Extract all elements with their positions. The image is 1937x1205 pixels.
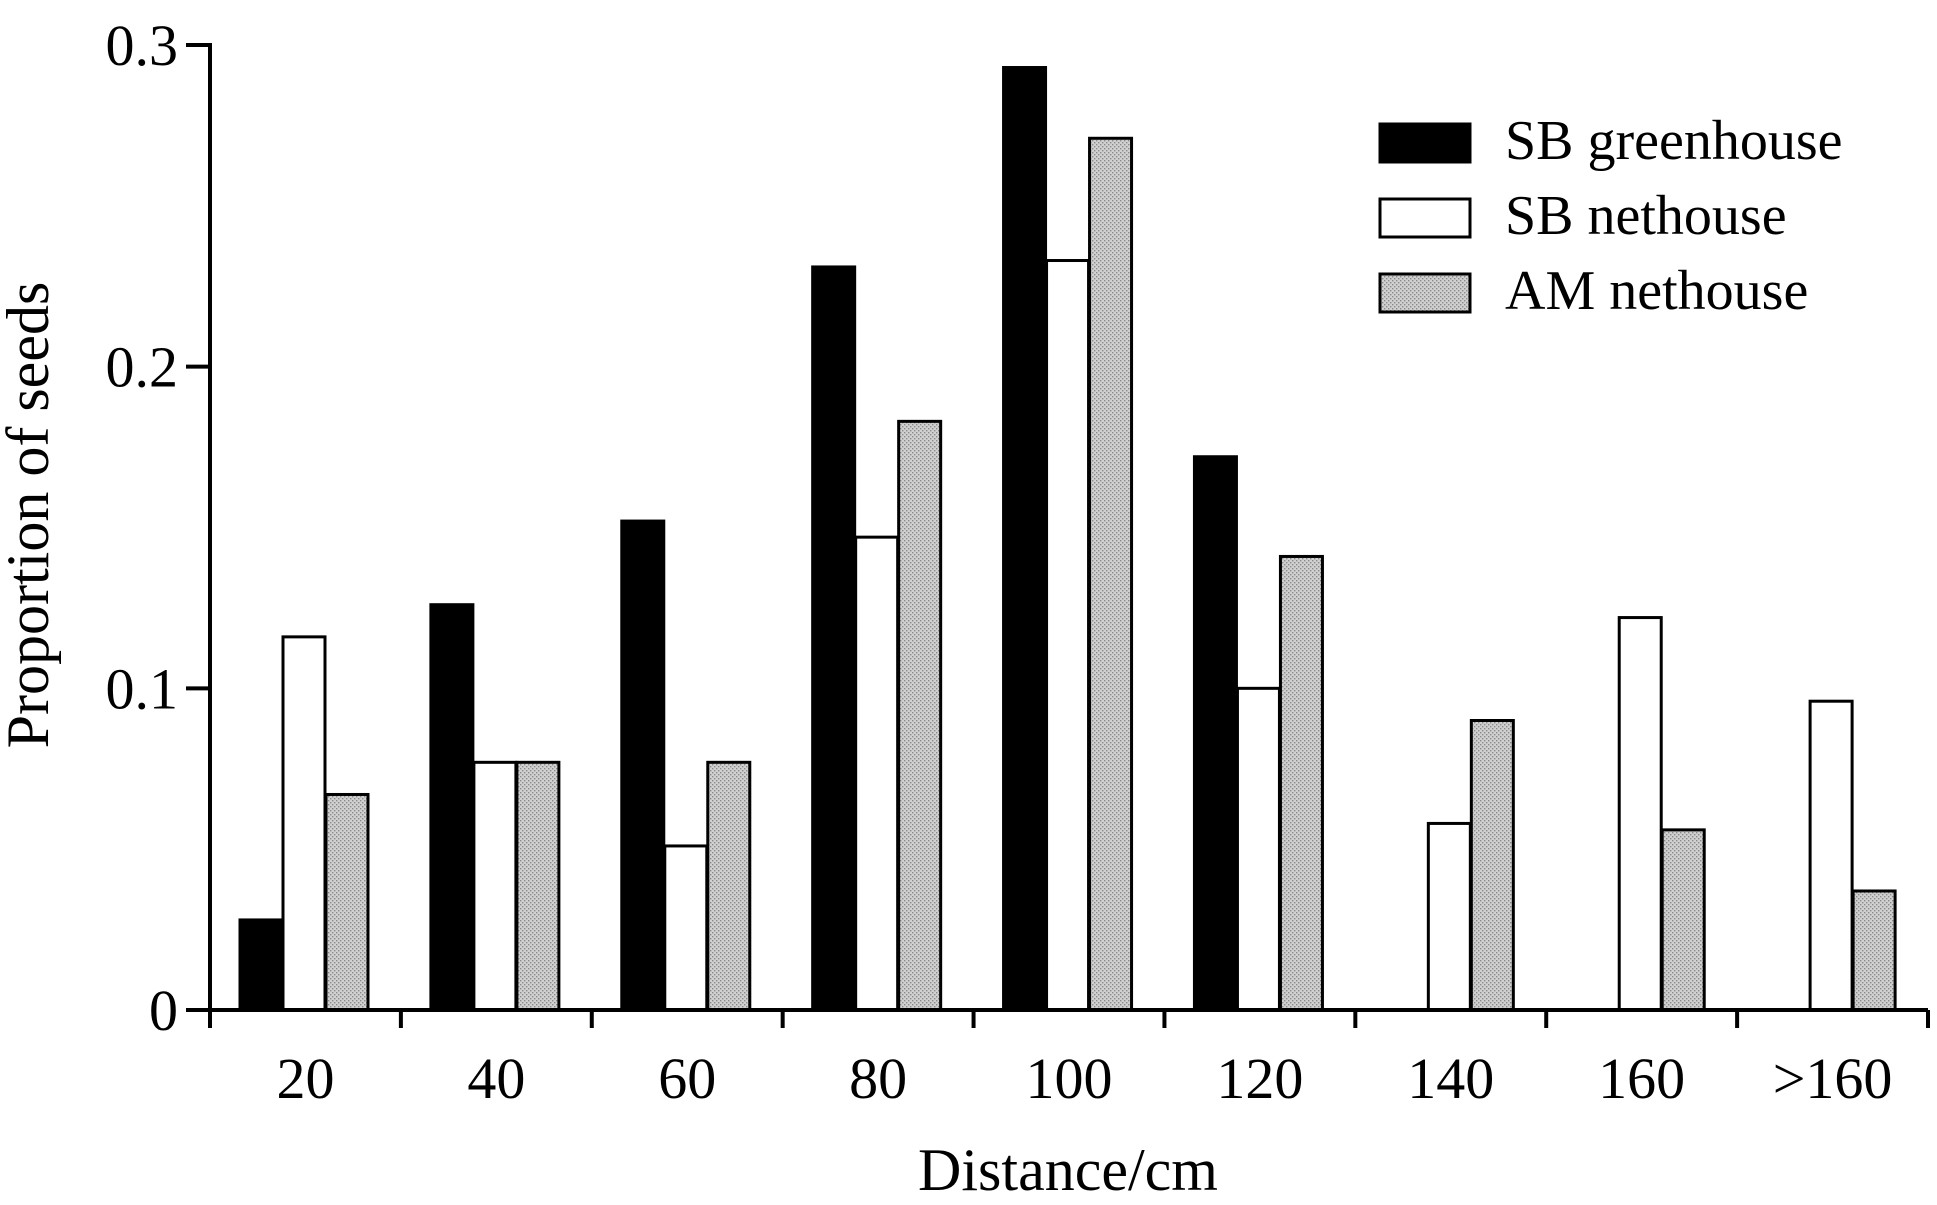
bar-am-nethouse-6	[1278, 554, 1324, 1012]
bar-sb-nethouse-8	[1617, 616, 1663, 1012]
legend-label: SB nethouse	[1505, 185, 1787, 247]
bar-sb-nethouse-3	[663, 844, 709, 1012]
x-tick-label: 40	[467, 1046, 525, 1111]
bar-sb-nethouse-4	[854, 535, 900, 1012]
y-tick-label: 0.3	[106, 13, 179, 78]
y-tick-label: 0.2	[106, 335, 179, 400]
bar-sb-nethouse-2	[472, 760, 518, 1012]
x-tick-label: 140	[1407, 1046, 1494, 1111]
y-tick-label: 0.1	[106, 656, 179, 721]
legend-swatch-sb-nethouse	[1378, 197, 1472, 239]
bars-group	[238, 66, 1897, 1012]
legend-label: AM nethouse	[1505, 260, 1808, 322]
bar-am-nethouse-7	[1469, 719, 1515, 1012]
axes-group: 0 0.1 0.2 0.3 20 40 60 80 100 120 140 160 >160	[106, 13, 1930, 1111]
bar-sb-nethouse-6	[1235, 686, 1281, 1012]
x-tick-label: 20	[276, 1046, 334, 1111]
legend-swatch-sb-greenhouse	[1378, 122, 1472, 164]
bar-sb-greenhouse-5	[1002, 66, 1048, 1012]
legend-label: SB greenhouse	[1505, 110, 1843, 172]
x-tick-label: 100	[1026, 1046, 1113, 1111]
x-tick-label: >160	[1773, 1046, 1893, 1111]
bar-am-nethouse-3	[706, 760, 752, 1012]
x-axis-title: Distance/cm	[918, 1137, 1218, 1203]
bar-sb-nethouse-5	[1045, 259, 1091, 1012]
bar-am-nethouse-4	[897, 419, 943, 1012]
x-tick-label: 60	[658, 1046, 716, 1111]
bar-sb-greenhouse-6	[1192, 455, 1238, 1012]
bar-sb-nethouse-1	[281, 635, 327, 1012]
bar-am-nethouse-1	[324, 792, 370, 1012]
y-axis-title: Proportion of seeds	[0, 282, 61, 749]
bar-sb-greenhouse-1	[238, 918, 284, 1012]
bar-sb-greenhouse-3	[620, 519, 666, 1012]
bar-sb-greenhouse-2	[429, 603, 475, 1012]
x-tick-label: 120	[1216, 1046, 1303, 1111]
bar-sb-nethouse-9	[1808, 699, 1854, 1012]
bar-am-nethouse-8	[1660, 828, 1706, 1012]
legend-swatch-am-nethouse	[1378, 272, 1472, 314]
bar-sb-greenhouse-4	[811, 265, 857, 1012]
y-tick-label: 0	[149, 978, 178, 1043]
legend: SB greenhouse SB nethouse AM nethouse	[1378, 110, 1843, 322]
x-tick-label: 160	[1598, 1046, 1685, 1111]
bar-am-nethouse-5	[1088, 136, 1134, 1012]
bar-am-nethouse-9	[1851, 889, 1897, 1012]
bar-am-nethouse-2	[515, 760, 561, 1012]
x-tick-label: 80	[849, 1046, 907, 1111]
bar-sb-nethouse-7	[1426, 821, 1472, 1012]
